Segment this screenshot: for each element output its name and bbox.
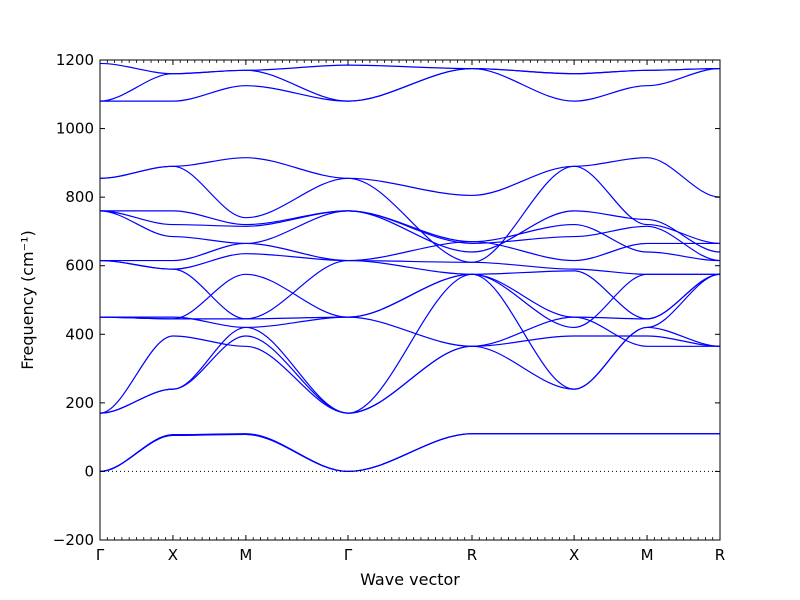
band-line-20 [99, 62, 721, 75]
y-tick-label: −200 [53, 531, 94, 549]
band-line-14 [99, 210, 721, 262]
band-lines [99, 62, 721, 473]
y-tick-label: 800 [65, 188, 94, 206]
band-line-16 [99, 165, 721, 263]
y-tick-label: 1000 [56, 120, 94, 138]
band-line-13 [99, 210, 721, 262]
band-line-11 [99, 253, 720, 275]
x-tick-label: X [569, 546, 579, 564]
band-line-7 [100, 316, 720, 347]
y-tick-label: 200 [65, 394, 94, 412]
y-axis-ticks: −200 0 200 400 600 800 1000 1200 [53, 51, 720, 549]
band-line-17 [99, 157, 721, 198]
x-tick-label: Γ [96, 546, 105, 564]
band-line-6 [99, 273, 721, 414]
band-line-9 [99, 270, 721, 320]
y-tick-label: 1200 [56, 51, 94, 69]
y-tick-label: 400 [65, 325, 94, 343]
x-tick-label: R [467, 546, 477, 564]
band-line-10 [99, 259, 720, 329]
x-tick-label: X [168, 546, 178, 564]
band-line-3 [99, 433, 720, 473]
band-line-15 [99, 210, 721, 253]
band-line-8 [99, 273, 721, 320]
x-tick-label: R [715, 546, 725, 564]
y-axis-label: Frequency (cm⁻¹) [18, 230, 37, 369]
x-tick-label: M [641, 546, 654, 564]
y-tick-label: 600 [65, 257, 94, 275]
x-tick-label: Γ [344, 546, 353, 564]
x-axis-label: Wave vector [360, 570, 460, 589]
band-line-4 [99, 335, 721, 414]
plot-frame [99, 59, 721, 541]
y-tick-label: 0 [84, 462, 94, 480]
x-tick-label: M [239, 546, 252, 564]
band-line-12 [100, 241, 720, 262]
